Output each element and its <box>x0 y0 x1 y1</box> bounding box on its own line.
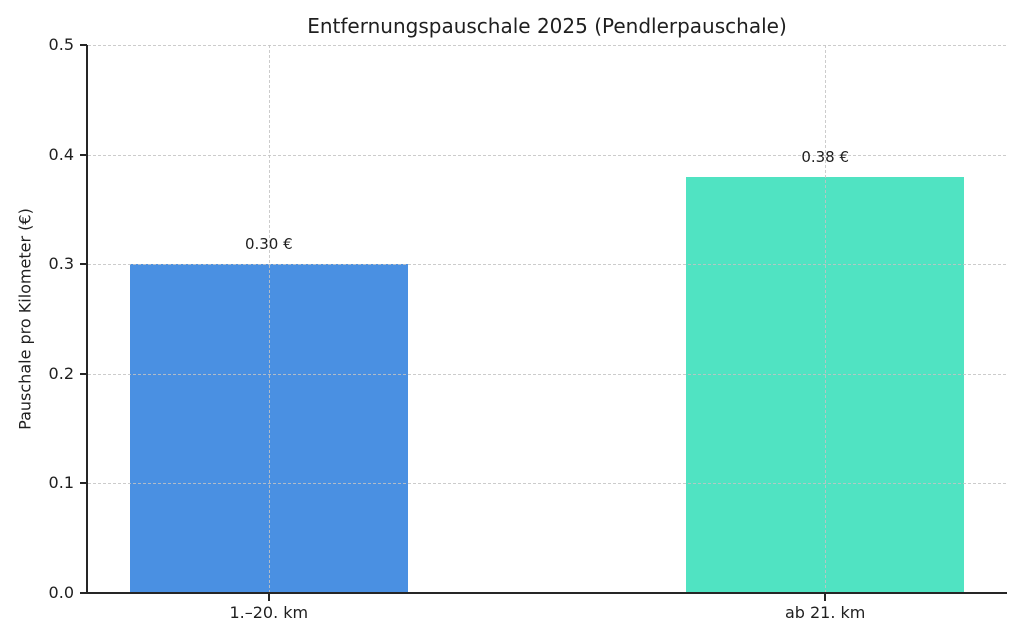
bar-value-label: 0.30 € <box>244 235 293 254</box>
bar-2 <box>686 176 965 593</box>
y-gridline <box>88 264 1006 266</box>
chart-title: Entfernungspauschale 2025 (Pendlerpausch… <box>307 14 787 38</box>
x-tick-label: ab 21. km <box>784 603 866 622</box>
y-gridline <box>88 483 1006 485</box>
left-spine <box>86 45 88 594</box>
y-tick-mark <box>80 263 87 266</box>
y-gridline <box>88 154 1006 156</box>
y-tick-mark <box>80 372 87 375</box>
x-gridline <box>825 45 827 593</box>
y-tick-mark <box>80 592 87 594</box>
x-tick-mark <box>267 594 270 601</box>
y-gridline <box>88 45 1006 46</box>
y-tick-label: 0.4 <box>48 144 74 164</box>
y-tick-mark <box>80 44 87 46</box>
y-tick-label: 0.5 <box>48 35 74 54</box>
y-axis-label: Pauschale pro Kilometer (€) <box>15 208 35 430</box>
y-gridline <box>88 373 1006 375</box>
y-tick-label: 0.1 <box>48 473 74 493</box>
bar-value-label: 0.38 € <box>801 147 850 166</box>
x-gridline <box>268 45 270 593</box>
y-tick-label: 0.0 <box>48 583 74 602</box>
y-tick-mark <box>80 153 87 156</box>
y-tick-label: 0.3 <box>48 254 74 274</box>
y-tick-label: 0.2 <box>48 363 74 383</box>
x-tick-mark <box>824 594 827 601</box>
x-tick-label: 1.–20. km <box>229 603 309 622</box>
bottom-spine <box>86 592 1007 594</box>
bar-1 <box>129 264 408 593</box>
y-tick-mark <box>80 482 87 485</box>
